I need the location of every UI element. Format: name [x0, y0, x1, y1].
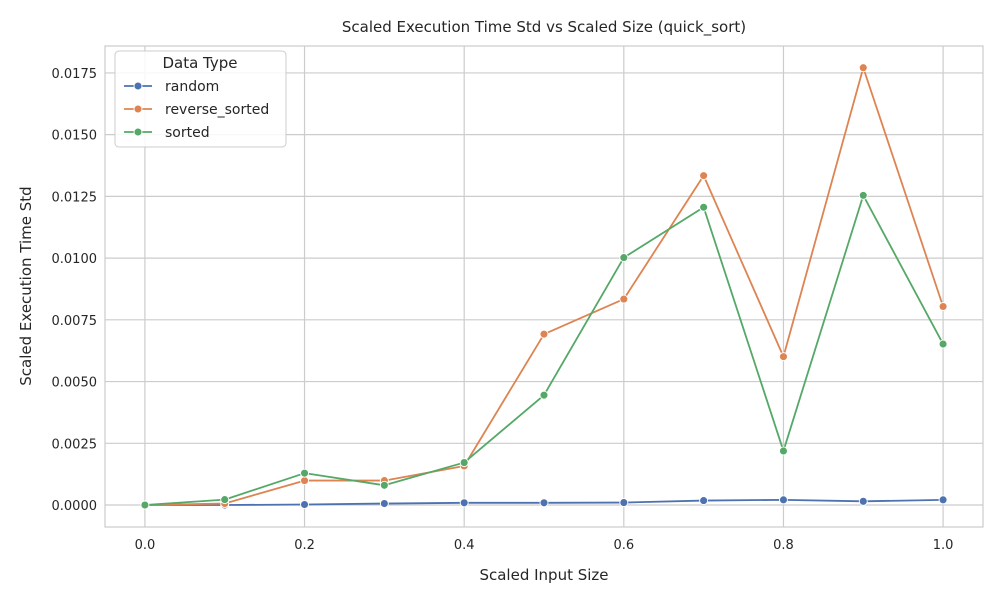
grid: [105, 46, 983, 527]
series-sorted: [140, 190, 948, 510]
data-point: [699, 171, 709, 181]
x-tick-label: 0.6: [613, 538, 634, 553]
legend-item-random: random: [124, 79, 219, 95]
data-point: [539, 498, 549, 508]
legend-title: Data Type: [162, 54, 237, 72]
y-tick-label: 0.0050: [52, 376, 98, 391]
legend-marker: [133, 81, 143, 91]
data-point: [140, 500, 150, 510]
y-axis-label: Scaled Execution Time Std: [17, 186, 35, 385]
x-tick-label: 0.8: [773, 538, 794, 553]
data-point: [379, 480, 389, 490]
legend-label: random: [165, 79, 219, 95]
y-tick-label: 0.0175: [52, 67, 98, 82]
x-axis-ticks: 0.0 0.2 0.4 0.6 0.8 1.0: [135, 538, 954, 553]
x-axis-label: Scaled Input Size: [479, 566, 608, 584]
data-point: [459, 458, 469, 468]
y-tick-label: 0.0075: [52, 314, 98, 329]
y-axis-ticks: 0.0000 0.0025 0.0050 0.0075 0.0100 0.0125 0.01…: [52, 67, 98, 514]
data-point: [938, 302, 948, 311]
data-point: [779, 495, 788, 505]
data-point: [539, 329, 549, 339]
x-tick-label: 0.0: [135, 538, 156, 553]
data-point: [779, 352, 788, 362]
data-point: [699, 202, 709, 212]
legend-label: reverse_sorted: [165, 102, 269, 118]
chart-title: Scaled Execution Time Std vs Scaled Size…: [342, 18, 746, 37]
data-point: [300, 468, 309, 478]
data-point: [300, 500, 309, 509]
data-point: [938, 495, 948, 505]
y-tick-label: 0.0150: [52, 129, 98, 144]
legend-box: [114, 50, 287, 148]
legend-marker: [133, 104, 143, 114]
y-tick-label: 0.0000: [52, 499, 98, 514]
plot-frame: [104, 45, 984, 528]
data-point: [539, 390, 549, 400]
legend-marker: [133, 127, 143, 137]
x-tick-label: 1.0: [933, 538, 954, 553]
legend-label: sorted: [165, 125, 210, 141]
y-tick-label: 0.0025: [52, 437, 98, 452]
data-point: [379, 499, 389, 508]
y-tick-label: 0.0125: [52, 190, 98, 205]
data-point: [858, 190, 868, 200]
legend-item-sorted: sorted: [124, 125, 210, 141]
x-tick-label: 0.2: [294, 538, 315, 553]
series-layer: [140, 63, 948, 510]
data-point: [619, 253, 629, 263]
data-point: [220, 495, 230, 505]
data-point: [779, 446, 788, 456]
data-point: [619, 294, 629, 304]
data-point: [858, 63, 868, 73]
y-tick-label: 0.0100: [52, 252, 98, 267]
x-tick-label: 0.4: [454, 538, 475, 553]
data-point: [300, 476, 309, 486]
data-point: [938, 339, 948, 349]
data-point: [858, 496, 868, 506]
data-point: [699, 496, 709, 506]
data-point: [619, 498, 629, 508]
data-point: [459, 498, 469, 508]
legend-item-reverse-sorted: reverse_sorted: [124, 102, 269, 118]
